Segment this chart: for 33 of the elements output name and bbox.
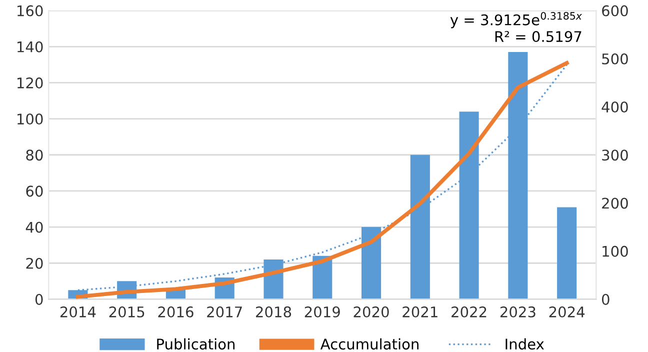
y2-tick-label: 200 (602, 198, 628, 209)
x-tick-label: 2020 (354, 306, 389, 318)
y-tick-label: 140 (18, 41, 43, 52)
y2-tick-label: 600 (602, 5, 628, 16)
annotation: y = 3.9125e$^{0.3185x}$ (450, 12, 582, 28)
legend-label: Accumulation (320, 338, 418, 350)
y-tick-label: 80 (26, 150, 43, 161)
x-tick-label: 2019 (304, 306, 340, 318)
x-tick-label: 2024 (549, 306, 585, 318)
x-tick-label: 2023 (500, 306, 536, 318)
y-tick-label: 120 (18, 77, 43, 88)
x-tick-label: 2015 (109, 306, 144, 318)
legend-label: Publication (157, 338, 235, 350)
x-tick-label: 2016 (158, 306, 194, 318)
y-tick-label: 100 (18, 114, 43, 125)
x-tick-label: 2018 (256, 306, 292, 318)
x-tick-label: 2022 (452, 306, 486, 318)
y-tick-label: 160 (18, 5, 43, 16)
y-tick-label: 60 (26, 186, 43, 197)
x-tick-label: 2021 (402, 306, 438, 318)
y2-tick-label: 300 (602, 150, 628, 161)
y-tick-label: 0 (35, 294, 43, 305)
y2-tick-label: 100 (602, 246, 628, 257)
legend-label: Index (506, 338, 544, 350)
y2-tick-label: 0 (602, 294, 610, 305)
y-tick-label: 40 (26, 222, 43, 233)
y2-tick-label: 400 (602, 101, 628, 113)
bar (557, 207, 577, 300)
y2-tick-label: 500 (602, 53, 628, 64)
annotation: R² = 0.5197 (495, 31, 582, 42)
x-tick-label: 2017 (207, 306, 242, 318)
y-tick-label: 20 (26, 258, 43, 269)
x-tick-label: 2014 (60, 306, 96, 318)
